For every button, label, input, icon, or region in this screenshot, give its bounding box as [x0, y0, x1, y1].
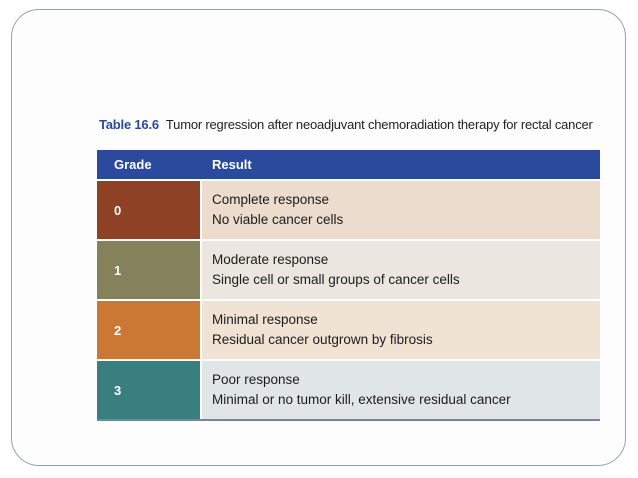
result-line1: Poor response — [212, 372, 300, 387]
table-header-row: Grade Result — [97, 150, 600, 179]
table-bottom-rule — [97, 419, 600, 421]
table-caption-label: Table 16.6 — [99, 117, 159, 132]
result-cell: Minimal response Residual cancer outgrow… — [202, 301, 600, 359]
table-row: 3 Poor response Minimal or no tumor kill… — [97, 361, 600, 419]
table-caption-text: Tumor regression after neoadjuvant chemo… — [165, 117, 593, 132]
result-line2: Minimal or no tumor kill, extensive resi… — [212, 392, 511, 407]
slide-frame: Table 16.6 Tumor regression after neoadju… — [11, 9, 626, 466]
result-cell: Poor response Minimal or no tumor kill, … — [202, 361, 600, 419]
result-line1: Moderate response — [212, 252, 329, 267]
table-block: Table 16.6 Tumor regression after neoadju… — [97, 116, 600, 421]
grade-cell: 0 — [97, 181, 200, 239]
result-line2: Single cell or small groups of cancer ce… — [212, 272, 460, 287]
result-line1: Complete response — [212, 192, 330, 207]
result-line2: Residual cancer outgrown by fibrosis — [212, 332, 433, 347]
table-row: 2 Minimal response Residual cancer outgr… — [97, 301, 600, 359]
result-line2: No viable cancer cells — [212, 212, 344, 227]
grade-cell: 3 — [97, 361, 200, 419]
grade-cell: 1 — [97, 241, 200, 299]
column-header-grade: Grade — [114, 157, 152, 172]
table-caption: Table 16.6 Tumor regression after neoadju… — [99, 116, 600, 134]
table-row: 0 Complete response No viable cancer cel… — [97, 181, 600, 239]
result-line1: Minimal response — [212, 312, 318, 327]
column-header-result: Result — [212, 157, 252, 172]
regression-grade-table: Grade Result 0 Complete response No viab… — [97, 150, 600, 421]
grade-cell: 2 — [97, 301, 200, 359]
result-cell: Moderate response Single cell or small g… — [202, 241, 600, 299]
table-row: 1 Moderate response Single cell or small… — [97, 241, 600, 299]
result-cell: Complete response No viable cancer cells — [202, 181, 600, 239]
